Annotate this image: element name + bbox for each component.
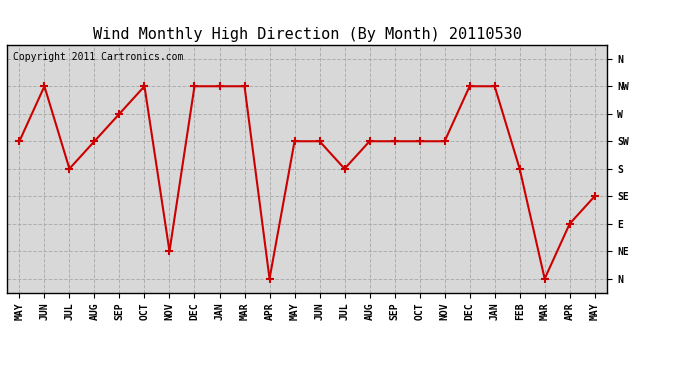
Title: Wind Monthly High Direction (By Month) 20110530: Wind Monthly High Direction (By Month) 2… [92,27,522,42]
Text: Copyright 2011 Cartronics.com: Copyright 2011 Cartronics.com [13,53,184,62]
